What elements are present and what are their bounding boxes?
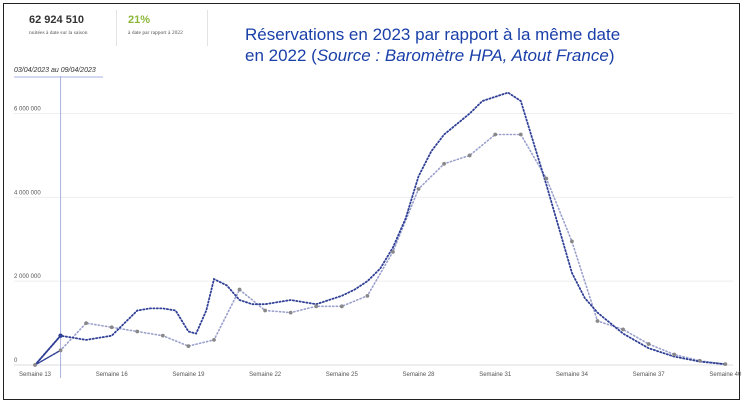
y-tick-label: 2 000 000 (14, 274, 41, 280)
series-2022-point (109, 325, 114, 330)
series-2022-point (570, 239, 574, 244)
x-tick-label: Semaine 34 (556, 372, 589, 378)
kpi-total-nights-value: 62 924 510 (29, 14, 85, 26)
series-2022-point (84, 321, 89, 325)
x-tick-label: Semaine 22 (249, 372, 282, 378)
kpi-evolution: 21% à date par rapport à 2022 (128, 14, 183, 36)
kpi-evolution-value: 21% (128, 14, 151, 26)
series-2022-point (135, 329, 140, 334)
chart-frame (3, 3, 740, 400)
series-2022-point (33, 363, 37, 367)
selected-week-range: 03/04/2023 au 09/04/2023 (14, 67, 96, 74)
chart-title: Réservations en 2023 par rapport à la mê… (245, 24, 715, 66)
series-2022-point (467, 153, 472, 158)
series-2022-line (34, 133, 727, 366)
series-2022-point (518, 132, 523, 137)
series-2022-selected-segment (34, 349, 61, 366)
series-2022-point (365, 293, 370, 298)
chart-title-line2: en 2022 (Source : Baromètre HPA, Atout F… (245, 45, 715, 66)
x-tick-label: Semaine 40 (709, 372, 742, 378)
x-tick-label: Semaine 28 (403, 372, 436, 378)
x-tick-label: Semaine 25 (326, 372, 359, 378)
series-2022-point (723, 362, 728, 367)
series-2022-point (621, 327, 625, 332)
series-2022-point (646, 342, 651, 346)
y-tick-label: 4 000 000 (14, 190, 41, 196)
x-tick-label: Semaine 31 (479, 372, 512, 378)
y-tick-label: 0 (14, 358, 18, 364)
y-tick-label: 6 000 000 (14, 107, 41, 113)
kpi-divider (207, 10, 208, 46)
series-2022-point (288, 310, 293, 315)
x-tick-label: Semaine 16 (96, 372, 129, 378)
series-2022-point (595, 319, 600, 323)
kpi-evolution-label: à date par rapport à 2022 (128, 30, 183, 36)
series-2022-point (391, 249, 395, 254)
x-tick-label: Semaine 19 (172, 372, 205, 378)
series-2022-point (544, 176, 549, 181)
series-2022-point (263, 308, 268, 313)
series-2023-selected-segment (34, 335, 62, 366)
series-2022-point (186, 344, 191, 349)
series-2022-point (212, 337, 216, 342)
series-2022-point (58, 348, 63, 353)
series-2022-point (493, 132, 498, 137)
series-2022-point (442, 161, 446, 166)
kpi-total-nights: 62 924 510 nuitées à date sur la saison (29, 14, 88, 36)
chart-title-line1: Réservations en 2023 par rapport à la mê… (245, 25, 621, 44)
series-2022-point (416, 187, 421, 191)
series-2023-point (58, 333, 63, 338)
series-2022-point (697, 358, 702, 363)
series-2022-point (339, 304, 344, 309)
series-2022-point (672, 352, 677, 357)
series-2022-point (237, 287, 242, 292)
chart-title-prefix: en 2022 ( (245, 46, 317, 65)
series-2022-point (160, 333, 165, 338)
x-tick-label: Semaine 13 (19, 372, 52, 378)
kpi-divider (116, 10, 117, 46)
chart-title-source: Source : Baromètre HPA, Atout France (316, 46, 609, 65)
series-2022-point (314, 304, 319, 309)
series-2023-line (34, 91, 727, 366)
chart-title-suffix: ) (608, 46, 615, 65)
kpi-total-nights-label: nuitées à date sur la saison (29, 30, 88, 36)
x-tick-label: Semaine 37 (633, 372, 666, 378)
